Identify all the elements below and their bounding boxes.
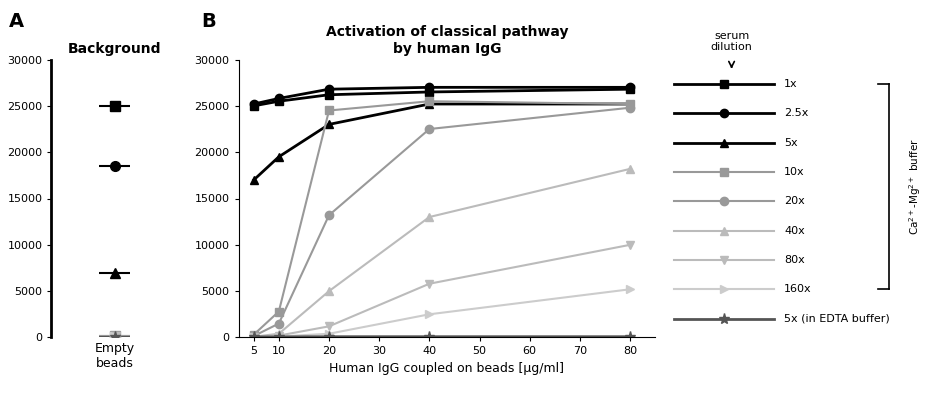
Text: 10x: 10x: [784, 167, 805, 177]
Text: serum
dilution: serum dilution: [710, 31, 753, 52]
Text: Ca$^{2+}$-Mg$^{2+}$ buffer: Ca$^{2+}$-Mg$^{2+}$ buffer: [907, 138, 923, 235]
Title: Background: Background: [68, 42, 161, 56]
Y-axis label: Anti-human C3 MFI [AU]: Anti-human C3 MFI [AU]: [0, 123, 2, 274]
Text: 5x: 5x: [784, 138, 797, 148]
Text: 2.5x: 2.5x: [784, 108, 809, 118]
Text: 5x (in EDTA buffer): 5x (in EDTA buffer): [784, 314, 890, 324]
Text: 1x: 1x: [784, 79, 797, 89]
Title: Activation of classical pathway
by human IgG: Activation of classical pathway by human…: [326, 25, 568, 56]
Text: 160x: 160x: [784, 284, 812, 294]
Text: 80x: 80x: [784, 255, 805, 265]
Text: A: A: [9, 12, 24, 31]
Text: 20x: 20x: [784, 197, 805, 206]
X-axis label: Human IgG coupled on beads [μg/ml]: Human IgG coupled on beads [μg/ml]: [329, 362, 564, 375]
Text: 40x: 40x: [784, 225, 805, 236]
Text: B: B: [201, 12, 216, 31]
